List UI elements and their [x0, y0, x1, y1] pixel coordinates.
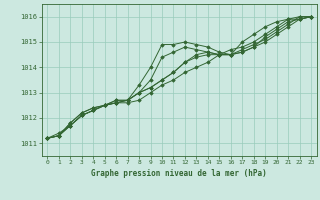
X-axis label: Graphe pression niveau de la mer (hPa): Graphe pression niveau de la mer (hPa): [91, 169, 267, 178]
